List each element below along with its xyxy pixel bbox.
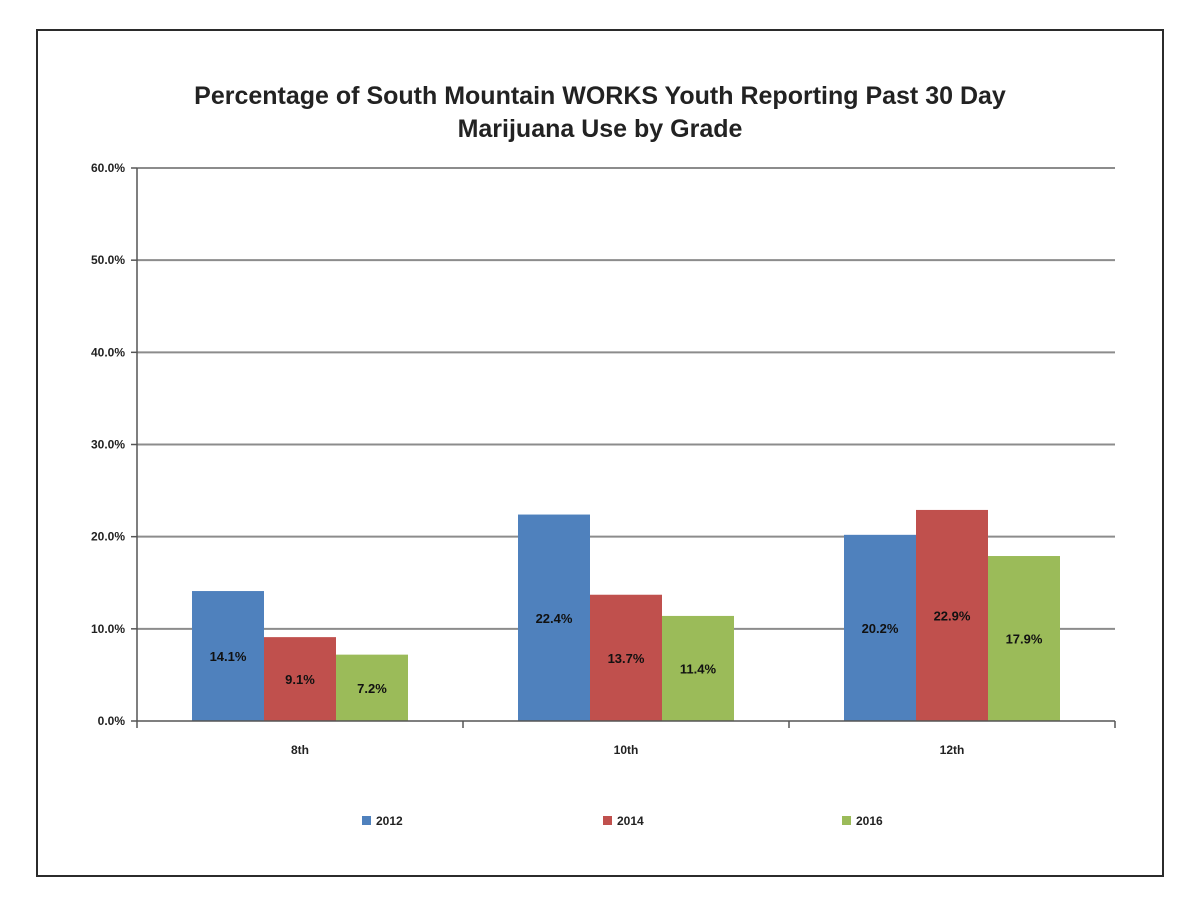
y-tick-label: 50.0% <box>91 253 125 267</box>
bar-2014-10th <box>590 594 662 721</box>
data-label: 22.4% <box>536 611 573 626</box>
data-label: 14.1% <box>210 649 247 664</box>
data-label: 13.7% <box>608 651 645 666</box>
legend-item-2012: 2012 <box>362 814 403 828</box>
bar-2014-12th <box>916 509 988 721</box>
legend-label: 2014 <box>617 814 644 828</box>
bar-2012-12th <box>844 534 916 721</box>
data-label: 17.9% <box>1006 632 1043 647</box>
bars <box>192 509 1060 721</box>
y-tick-label: 20.0% <box>91 530 125 544</box>
legend-label: 2016 <box>856 814 883 828</box>
legend-item-2014: 2014 <box>603 814 644 828</box>
bar-2014-8th <box>264 637 336 721</box>
axes <box>131 167 1116 728</box>
bar-2012-10th <box>518 514 590 721</box>
legend-swatch <box>603 816 612 825</box>
data-labels: 14.1% 9.1% 7.2% 22.4% 13.7% 11.4% 20.2% 22.9% 17… <box>210 608 1043 695</box>
x-tick-label: 12th <box>940 743 965 757</box>
legend-swatch <box>842 816 851 825</box>
data-label: 11.4% <box>680 661 717 676</box>
legend: 2012 2014 2016 <box>362 814 883 828</box>
x-tick-label: 8th <box>291 743 309 757</box>
y-tick-label: 60.0% <box>91 161 125 175</box>
data-label: 7.2% <box>357 681 387 696</box>
y-tick-label: 0.0% <box>98 714 126 728</box>
bar-2016-10th <box>662 615 734 721</box>
chart-frame <box>36 29 1164 877</box>
y-tick-label: 30.0% <box>91 438 125 452</box>
y-tick-labels: 0.0% 10.0% 20.0% 30.0% 40.0% 50.0% 60.0% <box>91 161 125 728</box>
legend-swatch <box>362 816 371 825</box>
x-tick-labels: 8th 10th 12th <box>291 743 964 757</box>
y-tick-label: 10.0% <box>91 622 125 636</box>
legend-item-2016: 2016 <box>842 814 883 828</box>
data-label: 9.1% <box>285 672 315 687</box>
chart-title: Percentage of South Mountain WORKS Youth… <box>36 80 1164 146</box>
bar-2016-12th <box>988 556 1060 721</box>
x-tick-label: 10th <box>614 743 639 757</box>
data-label: 22.9% <box>934 608 971 623</box>
bar-2012-8th <box>192 591 264 721</box>
bar-2016-8th <box>336 654 408 721</box>
chart-title-line-2: Marijuana Use by Grade <box>457 115 743 143</box>
legend-label: 2012 <box>376 814 403 828</box>
data-label: 20.2% <box>862 621 899 636</box>
chart-title-line-1: Percentage of South Mountain WORKS Youth… <box>194 82 1006 110</box>
y-tick-label: 40.0% <box>91 345 125 359</box>
